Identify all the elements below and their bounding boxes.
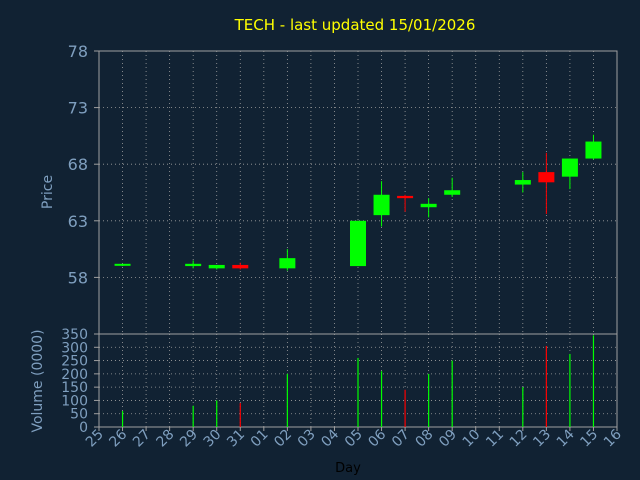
price-panel: 58 63 68 73 78	[68, 42, 618, 335]
chart-title: TECH - last updated 15/01/2026	[234, 16, 476, 34]
volume-tick-label: 0	[79, 420, 88, 436]
price-tick-label: 68	[68, 155, 88, 174]
volume-tick-label: 150	[61, 380, 88, 396]
candle-body	[373, 194, 390, 216]
candle-body	[561, 158, 578, 177]
price-axis-label: Price	[40, 175, 56, 209]
candle-body	[444, 190, 461, 195]
price-tick-label: 73	[68, 99, 88, 118]
price-tick-label: 58	[68, 268, 88, 287]
candle-body	[114, 263, 131, 266]
volume-tick-label: 300	[61, 340, 88, 356]
candle-body	[185, 263, 202, 267]
price-tick-label: 78	[68, 42, 88, 61]
candle-body	[350, 220, 366, 267]
x-axis-label: Day	[335, 461, 361, 476]
candle-body	[420, 203, 437, 208]
volume-tick-label: 200	[61, 367, 88, 383]
candle-body	[514, 180, 531, 185]
price-tick-label: 63	[68, 212, 88, 231]
candle-body	[585, 141, 602, 159]
volume-axis-label: Volume (0000)	[30, 329, 46, 432]
candle-body	[397, 195, 414, 199]
volume-tick-label: 250	[61, 354, 88, 370]
volume-tick-label: 100	[61, 393, 88, 409]
candle-body	[279, 258, 296, 269]
volume-tick-label: 350	[61, 327, 88, 343]
candle-body	[208, 264, 225, 269]
candle-body	[232, 264, 249, 269]
candle-body	[538, 172, 555, 183]
volume-tick-label: 50	[70, 407, 88, 423]
